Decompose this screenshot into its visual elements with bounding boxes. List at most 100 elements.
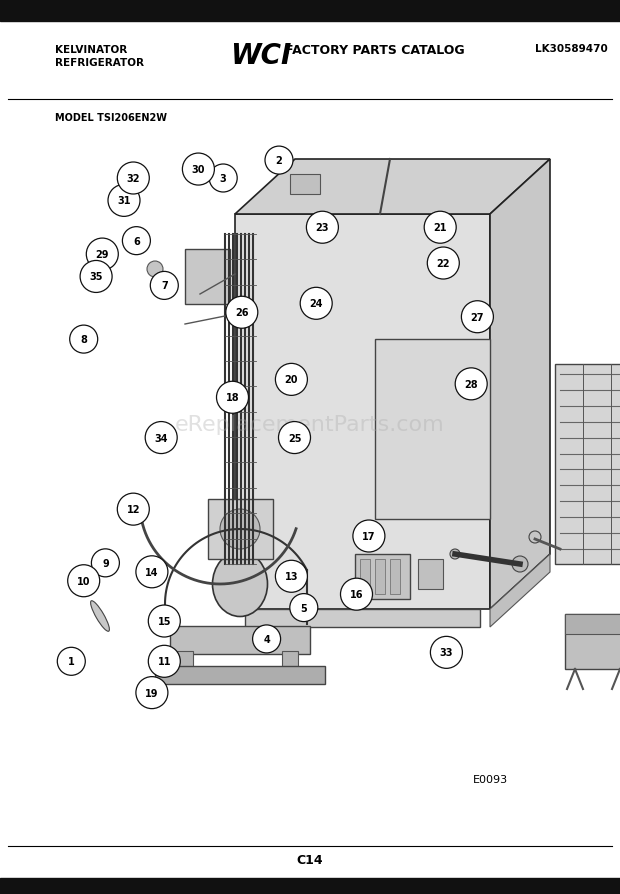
Circle shape xyxy=(252,625,281,654)
Text: 4: 4 xyxy=(264,634,270,645)
Text: 17: 17 xyxy=(362,531,376,542)
Bar xyxy=(0,0,620,22)
Circle shape xyxy=(69,325,98,354)
Circle shape xyxy=(300,288,332,320)
Text: eReplacementParts.com: eReplacementParts.com xyxy=(175,415,445,434)
Text: MODEL TSI206EN2W: MODEL TSI206EN2W xyxy=(55,113,167,122)
Text: WCI: WCI xyxy=(230,42,291,70)
Polygon shape xyxy=(490,160,550,610)
Circle shape xyxy=(265,147,293,175)
Text: 30: 30 xyxy=(192,164,205,175)
Text: 2/90: 2/90 xyxy=(584,874,608,884)
Circle shape xyxy=(117,493,149,526)
Text: 26: 26 xyxy=(235,308,249,318)
Circle shape xyxy=(145,422,177,454)
Text: 16: 16 xyxy=(350,589,363,600)
Circle shape xyxy=(108,185,140,217)
Text: 35: 35 xyxy=(89,272,103,283)
Bar xyxy=(555,365,620,564)
Circle shape xyxy=(427,248,459,280)
Text: FACTORY PARTS CATALOG: FACTORY PARTS CATALOG xyxy=(285,44,464,57)
Circle shape xyxy=(340,578,373,611)
Bar xyxy=(360,560,370,595)
Bar xyxy=(390,560,400,595)
Polygon shape xyxy=(235,160,550,215)
Circle shape xyxy=(68,565,100,597)
Text: 24: 24 xyxy=(309,299,323,309)
Text: LK30589470: LK30589470 xyxy=(535,44,608,54)
Circle shape xyxy=(148,645,180,678)
Text: 1: 1 xyxy=(68,656,74,667)
Bar xyxy=(185,249,230,305)
Circle shape xyxy=(424,212,456,244)
Circle shape xyxy=(136,556,168,588)
Text: 20: 20 xyxy=(285,375,298,385)
Circle shape xyxy=(220,510,260,550)
Bar xyxy=(170,627,310,654)
Polygon shape xyxy=(375,340,490,519)
Polygon shape xyxy=(235,215,490,610)
Text: 2: 2 xyxy=(276,156,282,166)
Text: 32: 32 xyxy=(126,173,140,184)
Text: 10: 10 xyxy=(77,576,91,586)
Circle shape xyxy=(278,422,311,454)
Text: 28: 28 xyxy=(464,379,478,390)
Text: 12: 12 xyxy=(126,504,140,515)
Circle shape xyxy=(455,368,487,401)
Text: 29: 29 xyxy=(95,249,109,260)
Text: 13: 13 xyxy=(285,571,298,582)
Bar xyxy=(565,614,620,670)
Circle shape xyxy=(275,364,308,396)
Bar xyxy=(565,614,620,634)
Bar xyxy=(355,554,410,599)
Circle shape xyxy=(91,549,120,578)
Ellipse shape xyxy=(213,552,267,617)
Text: 3: 3 xyxy=(220,173,226,184)
Circle shape xyxy=(57,647,86,676)
Text: 8: 8 xyxy=(80,334,87,345)
Bar xyxy=(155,666,325,684)
Text: 19: 19 xyxy=(145,687,159,698)
Circle shape xyxy=(529,531,541,544)
Circle shape xyxy=(150,272,179,300)
Circle shape xyxy=(216,382,249,414)
Text: 6: 6 xyxy=(133,236,140,247)
Bar xyxy=(282,651,298,679)
Text: 7: 7 xyxy=(161,281,167,291)
Bar xyxy=(245,610,480,628)
Ellipse shape xyxy=(91,601,109,631)
Bar xyxy=(0,878,620,894)
Circle shape xyxy=(147,262,163,278)
Circle shape xyxy=(209,164,237,193)
Circle shape xyxy=(275,561,308,593)
Circle shape xyxy=(86,239,118,271)
Circle shape xyxy=(80,261,112,293)
Bar xyxy=(290,175,320,195)
Text: 22: 22 xyxy=(436,258,450,269)
Circle shape xyxy=(430,637,463,669)
Text: 5: 5 xyxy=(301,603,307,613)
Circle shape xyxy=(512,556,528,572)
Text: 34: 34 xyxy=(154,433,168,443)
Circle shape xyxy=(136,677,168,709)
Text: 23: 23 xyxy=(316,223,329,233)
Circle shape xyxy=(148,605,180,637)
Circle shape xyxy=(290,594,318,622)
Text: 27: 27 xyxy=(471,312,484,323)
Text: 18: 18 xyxy=(226,392,239,403)
Circle shape xyxy=(117,163,149,195)
Text: 9: 9 xyxy=(102,558,108,569)
Text: C14: C14 xyxy=(297,854,323,866)
Text: 25: 25 xyxy=(288,433,301,443)
Text: 14: 14 xyxy=(145,567,159,578)
Circle shape xyxy=(122,227,151,256)
Circle shape xyxy=(226,297,258,329)
Circle shape xyxy=(450,550,460,560)
Bar xyxy=(418,560,443,589)
Text: E0093: E0093 xyxy=(472,774,508,784)
Text: REFRIGERATOR: REFRIGERATOR xyxy=(55,58,144,68)
Circle shape xyxy=(306,212,339,244)
Text: 15: 15 xyxy=(157,616,171,627)
Text: 33: 33 xyxy=(440,647,453,658)
Text: 31: 31 xyxy=(117,196,131,207)
